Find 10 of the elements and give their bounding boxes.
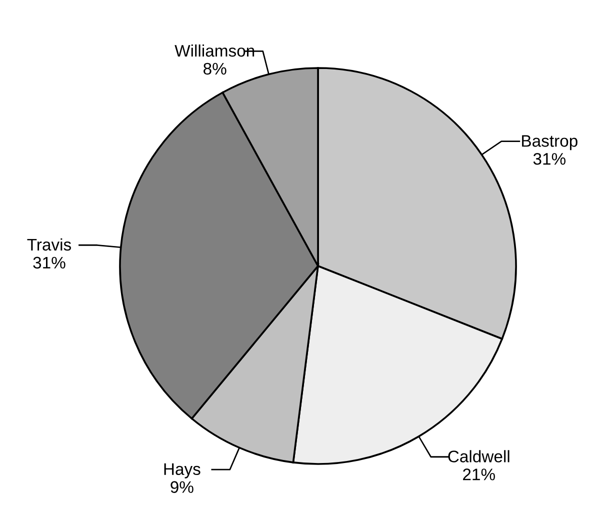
data-label: 31% (533, 153, 566, 165)
slice-label: Travis (27, 238, 71, 251)
data-label: 21% (463, 468, 495, 480)
slice-label: Hays (164, 463, 200, 478)
slice-label: Bastrop (522, 135, 578, 150)
data-label: 8% (204, 62, 226, 75)
data-label: 31% (33, 256, 66, 269)
slice-label: Williamson (174, 44, 254, 57)
data-label: 9% (170, 481, 194, 493)
slice-label: Caldwell (448, 450, 510, 462)
